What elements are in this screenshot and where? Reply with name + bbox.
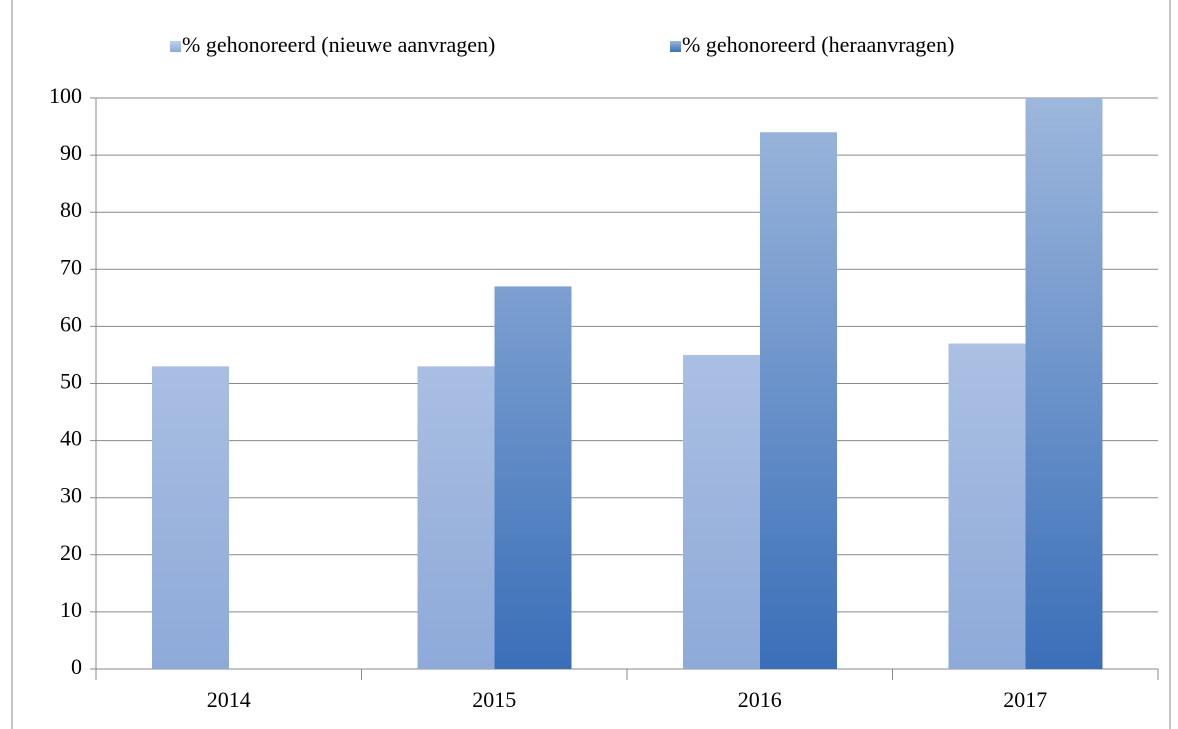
y-tick-label: 0 xyxy=(71,654,82,679)
bar xyxy=(683,354,760,669)
chart-frame xyxy=(11,0,1171,729)
legend-label: % gehonoreerd (heraanvragen) xyxy=(682,32,954,57)
legend-swatch xyxy=(170,41,181,52)
x-tick-label: 2015 xyxy=(472,687,516,712)
x-tick-label: 2016 xyxy=(738,687,782,712)
bar xyxy=(494,286,572,669)
bar xyxy=(948,343,1026,669)
bar xyxy=(1025,98,1103,669)
y-tick-label: 10 xyxy=(60,597,82,622)
y-tick-label: 100 xyxy=(49,83,82,108)
y-tick-label: 40 xyxy=(60,426,82,451)
bar xyxy=(417,366,495,669)
x-tick-label: 2017 xyxy=(1003,687,1047,712)
x-tick-label: 2014 xyxy=(207,687,251,712)
y-tick-label: 90 xyxy=(60,140,82,165)
y-tick-label: 20 xyxy=(60,540,82,565)
y-tick-label: 30 xyxy=(60,483,82,508)
bar xyxy=(760,132,837,669)
legend-swatch xyxy=(670,41,681,52)
bar xyxy=(152,366,229,669)
legend-label: % gehonoreerd (nieuwe aanvragen) xyxy=(182,32,495,57)
y-tick-label: 70 xyxy=(60,254,82,279)
y-tick-label: 60 xyxy=(60,311,82,336)
y-tick-label: 50 xyxy=(60,369,82,394)
y-tick-label: 80 xyxy=(60,197,82,222)
